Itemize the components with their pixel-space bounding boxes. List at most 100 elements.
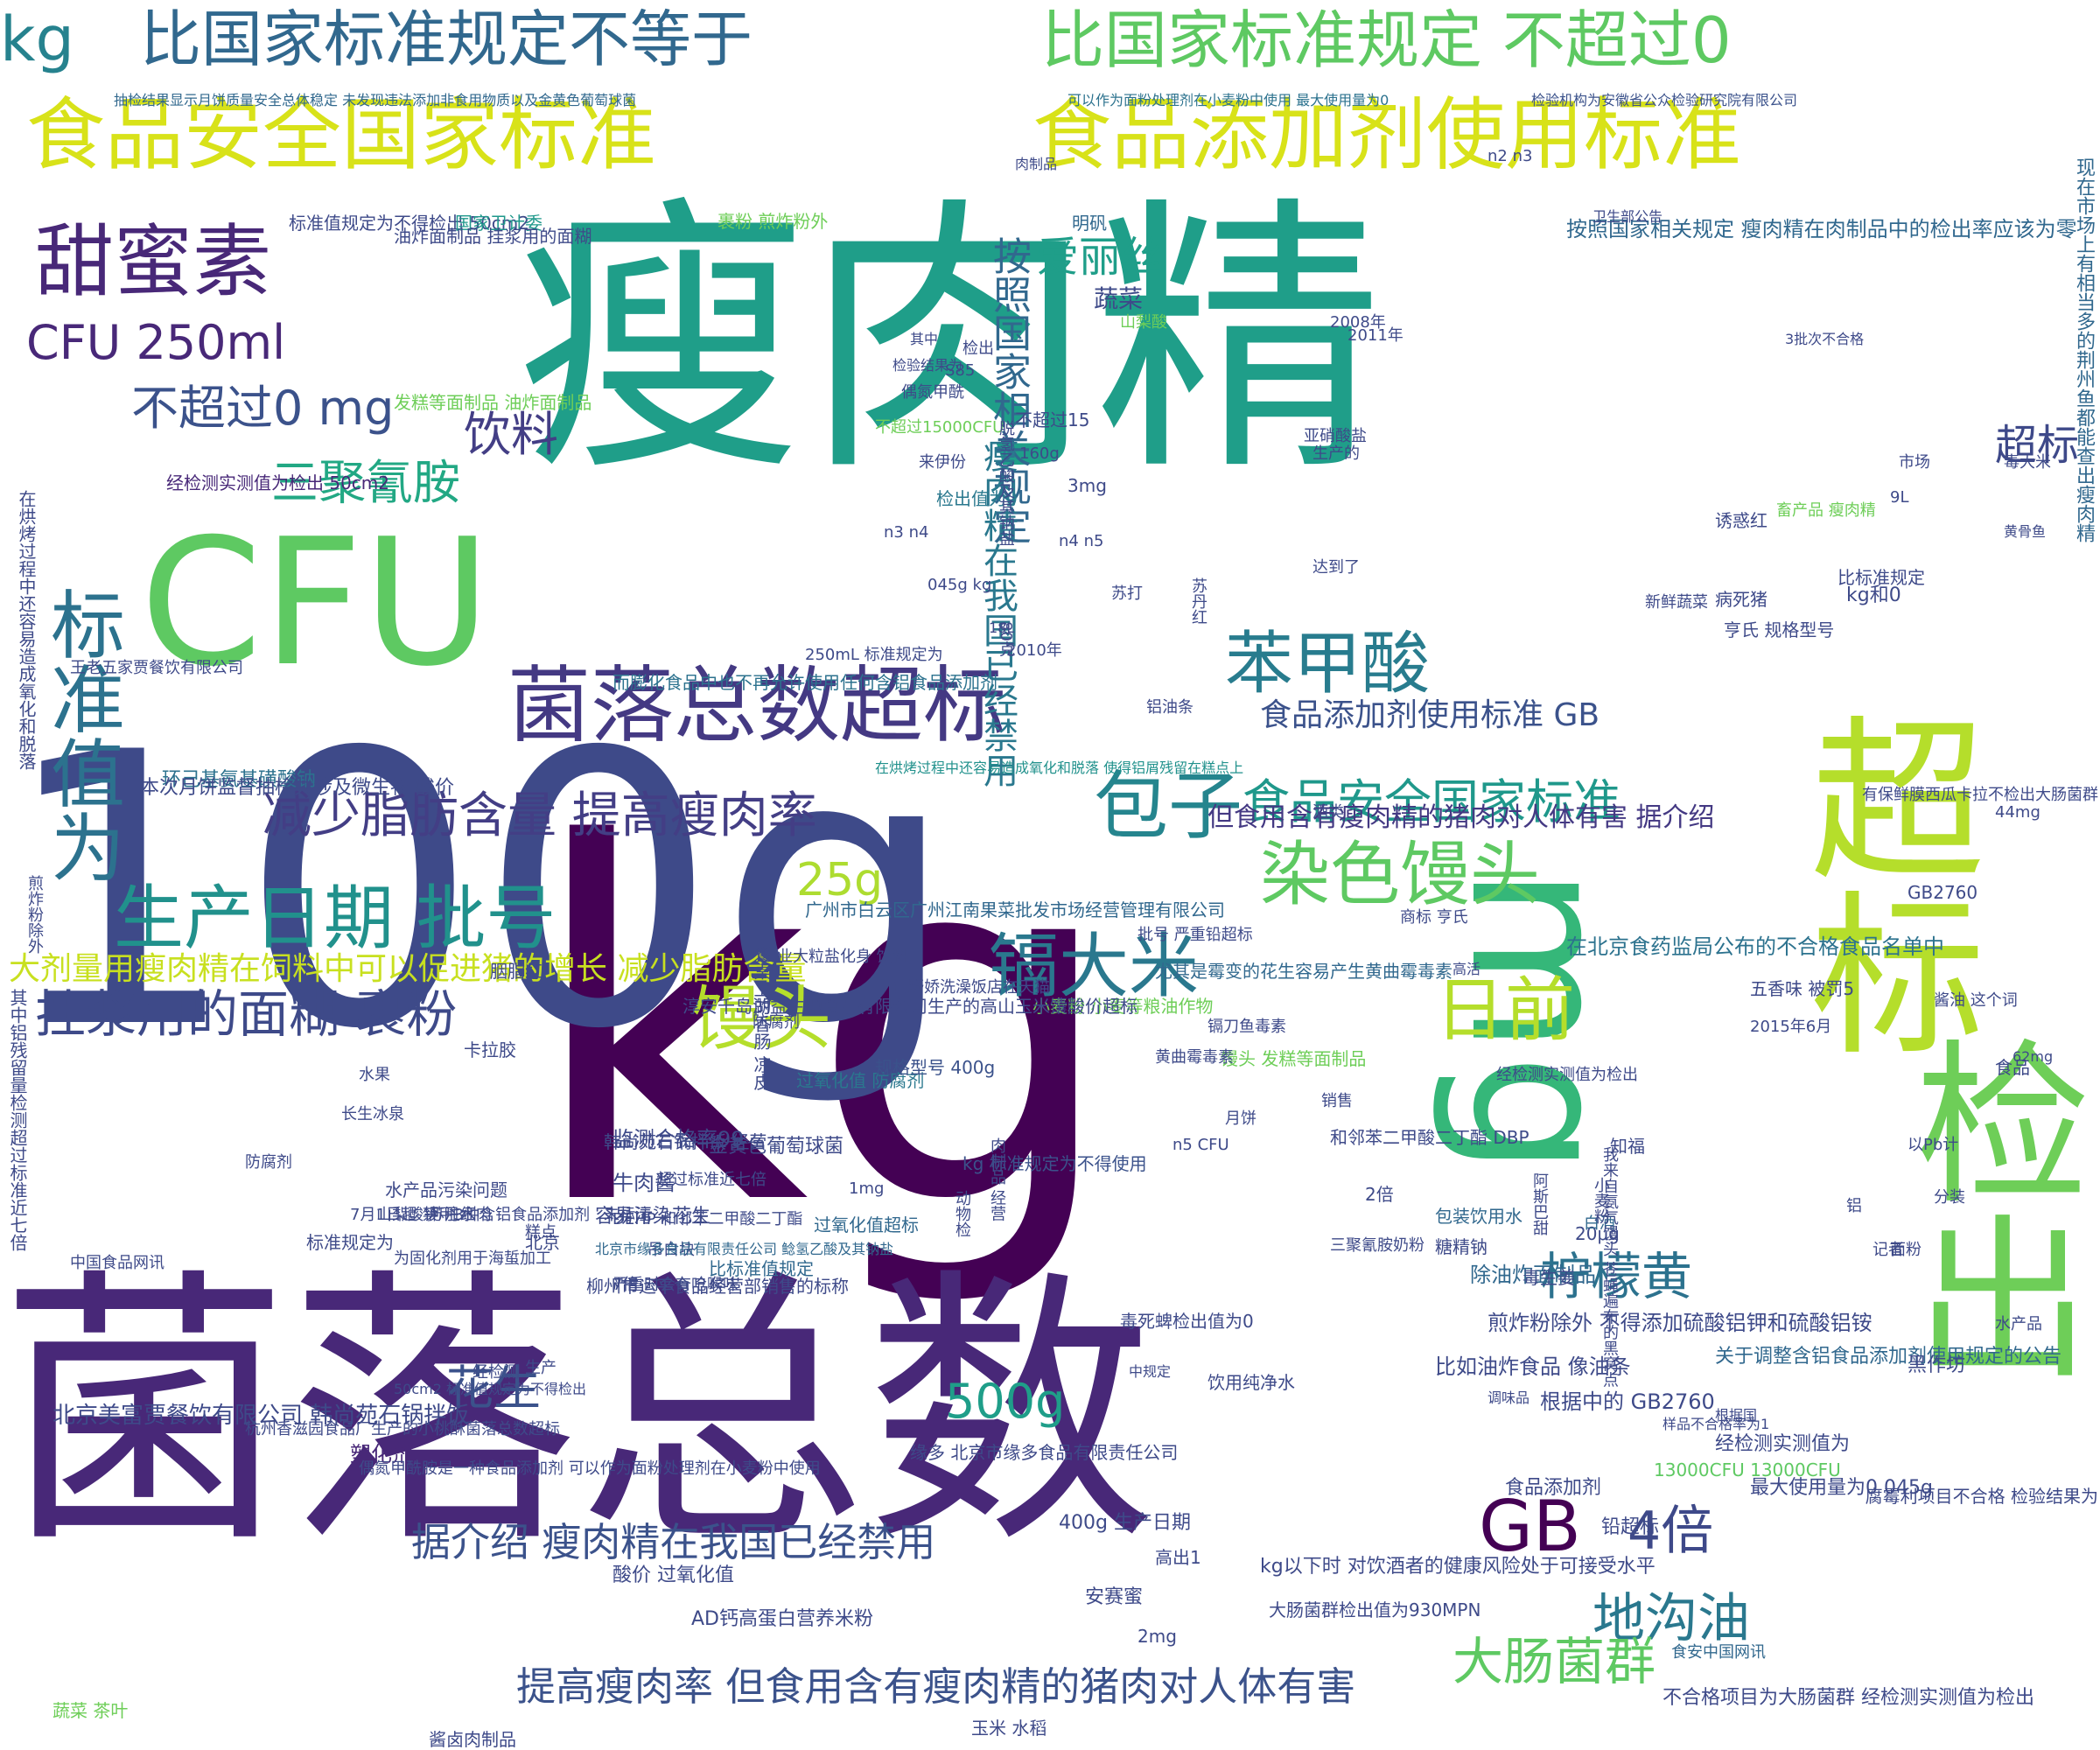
- word: 有保鲜膜西瓜卡拉不检出大肠菌群: [1862, 786, 2098, 804]
- word: 100g: [0, 674, 957, 1111]
- word: 市场: [1899, 453, 1930, 472]
- word: 诱惑红: [1715, 510, 1768, 531]
- word: 餐桌上的香肠 凉皮: [751, 945, 772, 1091]
- word: 不合格项目为大肠菌群 经检测实测值为检出: [1662, 1687, 2034, 1709]
- word: 达到了: [1312, 558, 1360, 577]
- word: 4倍: [1628, 1501, 1714, 1562]
- word: AD钙高蛋白营养米粉: [691, 1608, 873, 1630]
- word: 关于调整含铝食品添加剂使用规定的公告: [1715, 1346, 2062, 1368]
- word: 但食用含有瘦肉精的猪肉对人体有害 据介绍: [1208, 802, 1715, 833]
- word: DEHP 和邻苯二甲酸二丁酯: [612, 1210, 803, 1228]
- word: 工业大粒盐化身 饮料: [761, 948, 908, 966]
- word: 食品安全国家标准: [1242, 774, 1620, 830]
- word: 400g 生产日期: [1059, 1512, 1191, 1534]
- word: 2010年: [1006, 641, 1062, 660]
- word: 阿斯巴甜: [1530, 1172, 1549, 1236]
- word: 肉制品 经营: [988, 1138, 1006, 1222]
- word: 饮料: [464, 407, 558, 462]
- word: 160g: [1019, 444, 1060, 463]
- word: 明矾: [1072, 213, 1107, 234]
- word: 小麦粉 小麦等粮油作物: [1032, 996, 1214, 1017]
- word: 毒死蜱检出值为0: [1120, 1311, 1254, 1332]
- word: 爱丽丝: [1037, 233, 1164, 282]
- word: 44mg: [1995, 803, 2040, 822]
- word: 检出: [962, 340, 994, 358]
- word: 防腐剂: [245, 1153, 292, 1172]
- word: 挂浆用的面糊 裹粉: [35, 984, 458, 1044]
- word: 裹粉 煎炸粉外: [718, 211, 829, 232]
- word: 62mg: [2012, 1048, 2054, 1065]
- word: 黄曲霉毒素: [1155, 1048, 1234, 1067]
- word: 肉制品: [1015, 156, 1058, 172]
- word: 亨氏 规格型号: [1724, 620, 1835, 640]
- word: 检验结果为: [892, 357, 963, 374]
- word: 经检测实测值为: [1715, 1433, 1851, 1455]
- word: 金黄色葡萄球菌: [709, 1136, 844, 1158]
- word: 毒大米: [2004, 453, 2051, 472]
- word: 偶氮甲酰胺是一种食品添加剂 可以作为面粉处理剂在小麦粉中使用: [359, 1460, 821, 1478]
- word: 比国家标准规定 不超过0: [1041, 4, 1732, 77]
- word: 脱氢乙酸及其钠盐: [997, 420, 1015, 546]
- word: 不超过15: [1015, 410, 1090, 430]
- word: 食安中国网讯: [1671, 1643, 1766, 1662]
- word: 250mL 标准规定为: [805, 646, 943, 664]
- word: 长生冰泉: [341, 1105, 404, 1124]
- word: n4 n5: [1059, 532, 1104, 550]
- word: 新鲜蔬菜: [1645, 593, 1708, 612]
- word: 比国家标准规定不等于: [140, 4, 752, 75]
- word: 酱卤肉制品: [429, 1729, 516, 1750]
- word: 大肠菌群检出值为930MPN: [1269, 1600, 1481, 1620]
- word: 腐霉利项目不合格 检验结果为: [1865, 1486, 2098, 1507]
- word: 由野娇洗澡饭店在天猫: [892, 978, 1050, 997]
- word: 检出值为0: [936, 488, 1018, 509]
- word: 柠檬黄: [1540, 1247, 1693, 1306]
- word: 菌落总数: [0, 1245, 1155, 1581]
- word: 水产品污染问题: [385, 1180, 508, 1200]
- word: 提高瘦肉率 但食用含有瘦肉精的猪肉对人体有害: [516, 1663, 1356, 1710]
- word: 水产品: [1995, 1315, 2042, 1334]
- word: n5 CFU: [1172, 1136, 1229, 1154]
- word: 食品: [1995, 1057, 2030, 1078]
- word: 食品添加剂使用标准 GB: [1260, 697, 1600, 733]
- word: 记者: [1872, 1241, 1904, 1259]
- word: 菌落总数超标: [508, 658, 1007, 754]
- word: 严重时会有呛喉味: [612, 1276, 738, 1294]
- word: 高活: [1452, 961, 1481, 977]
- word: kg 标准规定为不得使用: [962, 1153, 1147, 1174]
- word: 淳安千岛湖益生源食品有限公司生产的高山玉米馕酸价超标: [682, 996, 1138, 1017]
- word: 酒类: [1312, 803, 1344, 822]
- word: 3批次不合格: [1785, 331, 1865, 347]
- word: 牛肉酱: [612, 1171, 676, 1195]
- word: 动物检: [953, 1190, 971, 1237]
- word: 镉大米: [989, 926, 1199, 1007]
- word: 卡拉胶: [464, 1040, 516, 1060]
- word: 为固化剂用于海蜇加工: [394, 1250, 551, 1268]
- word: 标准值规定为不得检出 50cm2: [289, 213, 530, 234]
- word: kg: [525, 743, 1120, 1313]
- word: 除油炸面制品: [1470, 1263, 1596, 1287]
- word: 不超过0 mg: [131, 381, 395, 436]
- word: GB2760: [1908, 882, 1978, 903]
- word: 塑化剂: [350, 1442, 413, 1466]
- word: 标准规定为: [306, 1232, 394, 1253]
- word: 2倍: [1365, 1184, 1394, 1205]
- word: 减少脂肪含量 提高瘦肉率: [262, 788, 817, 844]
- word: 大剂量用瘦肉精在饲料中可以促进猪的增长 减少脂肪含量: [9, 951, 807, 987]
- word: 样品不合格率为1: [1662, 1416, 1770, 1432]
- word: 亚硝酸盐: [1304, 427, 1367, 445]
- word: 检验机构为安徽省公众检验研究院有限公司: [1531, 92, 1798, 108]
- word: 糕点: [525, 1223, 556, 1242]
- word: kg以下时 对饮酒者的健康风险处于可接受水平: [1260, 1556, 1656, 1578]
- word: 容易污染花生: [595, 1206, 711, 1228]
- word: 50cm2 标准值规定为不得检出: [394, 1381, 587, 1397]
- word: 生产的: [1312, 444, 1360, 463]
- word: 18L: [989, 620, 1015, 636]
- word: 按照国家相关规定: [986, 236, 1031, 544]
- word: 染色馒头: [1260, 834, 1540, 915]
- word: 煎炸粉除外 不得添加硫酸铝钾和硫酸铝铵: [1488, 1311, 1872, 1335]
- word: 2015年6月: [1750, 1018, 1832, 1036]
- word: 销售: [1321, 1092, 1353, 1110]
- word: 日前: [1435, 970, 1575, 1051]
- word: 超过标准近七倍: [656, 1171, 766, 1189]
- word: 月饼: [1225, 1110, 1256, 1128]
